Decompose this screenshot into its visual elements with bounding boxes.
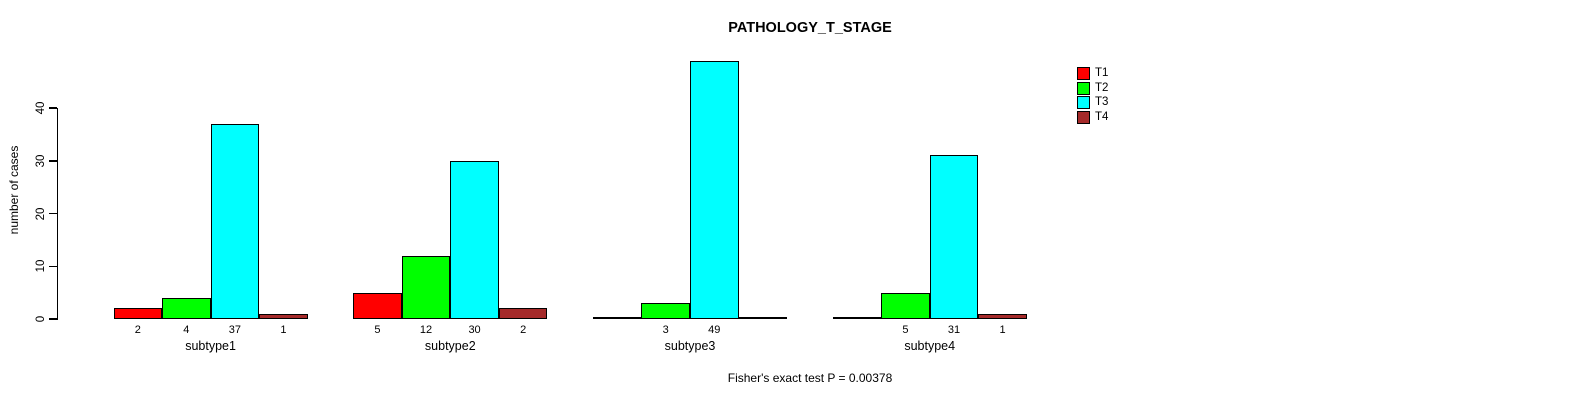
bar-t2-subtype1 bbox=[162, 297, 211, 319]
legend-label: T3 bbox=[1095, 96, 1109, 109]
bar-t3-subtype4 bbox=[929, 155, 979, 319]
bar-value-label: 12 bbox=[419, 324, 433, 336]
bar-t3-subtype2 bbox=[450, 160, 499, 319]
y-axis-line bbox=[56, 108, 58, 320]
category-label-subtype1: subtype1 bbox=[185, 339, 236, 353]
y-axis-label: number of cases bbox=[7, 145, 21, 235]
zero-bar-line bbox=[592, 317, 642, 319]
legend-swatch-t2 bbox=[1077, 81, 1090, 95]
bar-t2-subtype4 bbox=[881, 292, 930, 319]
bar-t4-subtype1 bbox=[259, 313, 308, 319]
legend-swatch-t1 bbox=[1077, 66, 1090, 80]
bar-value-label: 3 bbox=[662, 324, 669, 336]
y-tick bbox=[49, 318, 57, 320]
y-tick-label: 0 bbox=[35, 315, 47, 323]
zero-bar-line bbox=[738, 317, 788, 319]
stat-test-annotation: Fisher's exact test P = 0.00378 bbox=[727, 371, 893, 385]
bar-value-label: 5 bbox=[374, 324, 381, 336]
bar-value-label: 37 bbox=[228, 324, 241, 336]
bar-t2-subtype3 bbox=[641, 303, 690, 319]
bar-t4-subtype2 bbox=[498, 308, 548, 319]
y-tick-label: 40 bbox=[35, 101, 47, 115]
bar-value-label: 31 bbox=[947, 324, 961, 336]
legend-swatch-t3 bbox=[1077, 96, 1090, 110]
legend: T1 T2 T3 T4 bbox=[1077, 66, 1108, 125]
bar-t3-subtype3 bbox=[690, 60, 739, 319]
y-tick-label: 20 bbox=[35, 207, 47, 220]
bar-value-label: 49 bbox=[708, 324, 721, 336]
bar-value-label: 5 bbox=[902, 324, 909, 336]
bar-t1-subtype2 bbox=[353, 292, 402, 319]
category-label-subtype2: subtype2 bbox=[424, 339, 476, 353]
bar-value-label: 4 bbox=[183, 324, 190, 336]
legend-label: T2 bbox=[1095, 81, 1109, 94]
legend-label: T4 bbox=[1095, 111, 1109, 124]
legend-swatch-t4 bbox=[1077, 111, 1090, 125]
legend-label: T1 bbox=[1095, 66, 1109, 79]
y-tick-label: 30 bbox=[35, 154, 47, 168]
category-label-subtype4: subtype4 bbox=[904, 339, 956, 353]
y-tick bbox=[49, 265, 57, 267]
chart-title: PATHOLOGY_T_STAGE bbox=[728, 20, 892, 36]
y-tick bbox=[49, 160, 57, 162]
bar-t4-subtype4 bbox=[978, 313, 1027, 319]
legend-item-t2: T2 bbox=[1077, 81, 1108, 96]
y-tick-label: 10 bbox=[35, 259, 47, 273]
bar-t1-subtype1 bbox=[113, 308, 163, 319]
legend-item-t4: T4 bbox=[1077, 110, 1108, 125]
bar-t3-subtype1 bbox=[210, 123, 260, 319]
legend-item-t3: T3 bbox=[1077, 96, 1108, 111]
bar-t2-subtype2 bbox=[401, 255, 451, 319]
bar-value-label: 2 bbox=[134, 324, 141, 336]
category-label-subtype3: subtype3 bbox=[664, 339, 716, 353]
zero-bar-line bbox=[832, 317, 882, 319]
bar-value-label: 1 bbox=[999, 324, 1006, 336]
bar-value-label: 30 bbox=[468, 324, 481, 336]
bar-value-label: 2 bbox=[520, 324, 527, 336]
y-tick bbox=[49, 107, 57, 109]
y-tick bbox=[49, 212, 57, 215]
legend-item-t1: T1 bbox=[1077, 66, 1108, 81]
bar-value-label: 1 bbox=[280, 324, 287, 336]
